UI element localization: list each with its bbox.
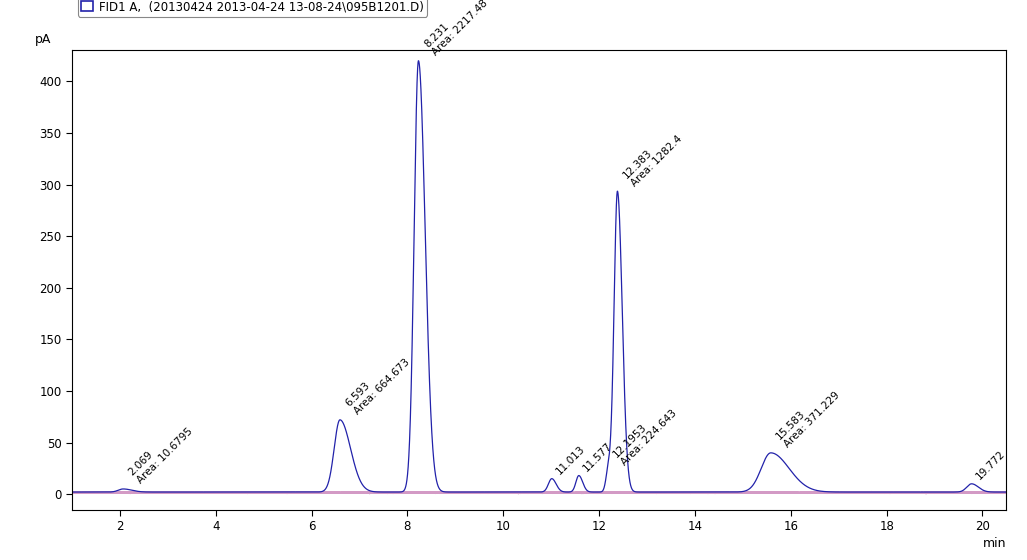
Text: 11.577: 11.577 — [581, 441, 614, 474]
Text: pA: pA — [35, 33, 51, 46]
Text: 12.383
Area: 1282.4: 12.383 Area: 1282.4 — [621, 126, 684, 189]
Text: 11.013: 11.013 — [555, 444, 587, 477]
Text: 8.231
Area: 2217.48: 8.231 Area: 2217.48 — [422, 0, 490, 58]
Legend: FID1 A,  (20130424 2013-04-24 13-08-24\095B1201.D): FID1 A, (20130424 2013-04-24 13-08-24\09… — [78, 0, 427, 17]
Text: 12.1953
Area: 224.643: 12.1953 Area: 224.643 — [611, 400, 679, 467]
Text: min: min — [983, 537, 1006, 550]
Text: 6.593
Area: 664.673: 6.593 Area: 664.673 — [344, 349, 412, 417]
Text: 2.069
Area: 10.6795: 2.069 Area: 10.6795 — [127, 418, 194, 486]
Text: 19.772: 19.772 — [974, 449, 1006, 482]
Text: 15.583
Area: 371.229: 15.583 Area: 371.229 — [774, 382, 842, 450]
